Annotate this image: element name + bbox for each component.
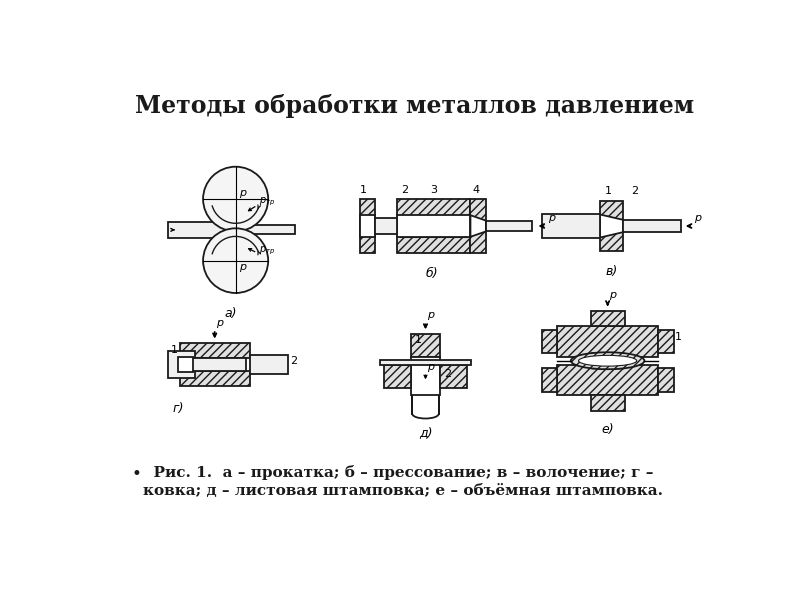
Bar [184,358,246,371]
Text: 2: 2 [444,369,451,379]
Ellipse shape [571,352,645,369]
Bar [397,199,470,253]
Bar [410,334,440,357]
Bar [384,365,410,388]
Polygon shape [600,214,623,238]
Text: •: • [131,464,141,482]
Bar [623,220,682,232]
Bar [168,222,239,238]
Bar [658,330,674,353]
Text: р: р [427,362,434,372]
Text: р$_{тр}$: р$_{тр}$ [259,244,275,257]
Text: 1: 1 [414,335,422,346]
Bar [397,215,470,237]
Text: 2: 2 [401,185,408,195]
Bar [180,371,250,386]
Bar [470,199,486,253]
Bar [360,199,375,253]
Bar [180,343,250,358]
Text: Рис. 1.  а – прокатка; б – прессование; в – волочение; г –: Рис. 1. а – прокатка; б – прессование; в… [142,464,653,480]
Text: р: р [239,188,246,197]
Circle shape [203,229,268,293]
Polygon shape [573,357,642,368]
Bar [168,351,195,379]
Text: 1: 1 [675,331,682,341]
Text: р: р [427,310,434,320]
Text: 4: 4 [473,185,480,195]
Polygon shape [470,215,486,237]
Text: д): д) [419,426,433,439]
Text: р: р [239,262,246,272]
Bar [542,368,558,392]
Text: 2: 2 [631,187,638,196]
Bar [400,215,467,237]
Bar [542,214,600,238]
Circle shape [203,167,268,232]
Text: 2: 2 [290,356,297,366]
Text: 3: 3 [430,185,437,195]
Bar [360,215,375,237]
Text: р: р [609,290,616,300]
Polygon shape [573,353,642,365]
Text: в): в) [606,265,618,278]
Bar [440,365,467,388]
Bar [380,360,471,365]
Ellipse shape [578,355,637,366]
Bar [590,311,625,326]
Text: Методы обработки металлов давлением: Методы обработки металлов давлением [135,94,694,118]
Bar [590,395,625,411]
Bar [375,218,397,235]
Bar [178,357,193,372]
Text: р: р [548,213,555,223]
Text: г): г) [172,401,183,415]
Bar [542,330,558,353]
Bar [558,326,658,357]
Text: 1: 1 [170,346,178,355]
Bar [558,365,658,395]
Text: р$_{тр}$: р$_{тр}$ [259,196,275,208]
Text: а): а) [224,307,237,320]
Text: 1: 1 [606,187,612,196]
Bar [250,355,288,374]
Bar [658,368,674,392]
Text: р: р [216,317,223,328]
Bar [486,221,533,232]
Text: ковка; д – листовая штамповка; е – объёмная штамповка.: ковка; д – листовая штамповка; е – объём… [142,484,662,498]
Text: б): б) [426,267,438,280]
Bar [600,201,623,251]
Text: р: р [694,213,702,223]
Text: 1: 1 [360,185,366,195]
Bar [232,225,295,235]
Bar [410,357,440,395]
Text: е): е) [602,423,614,436]
